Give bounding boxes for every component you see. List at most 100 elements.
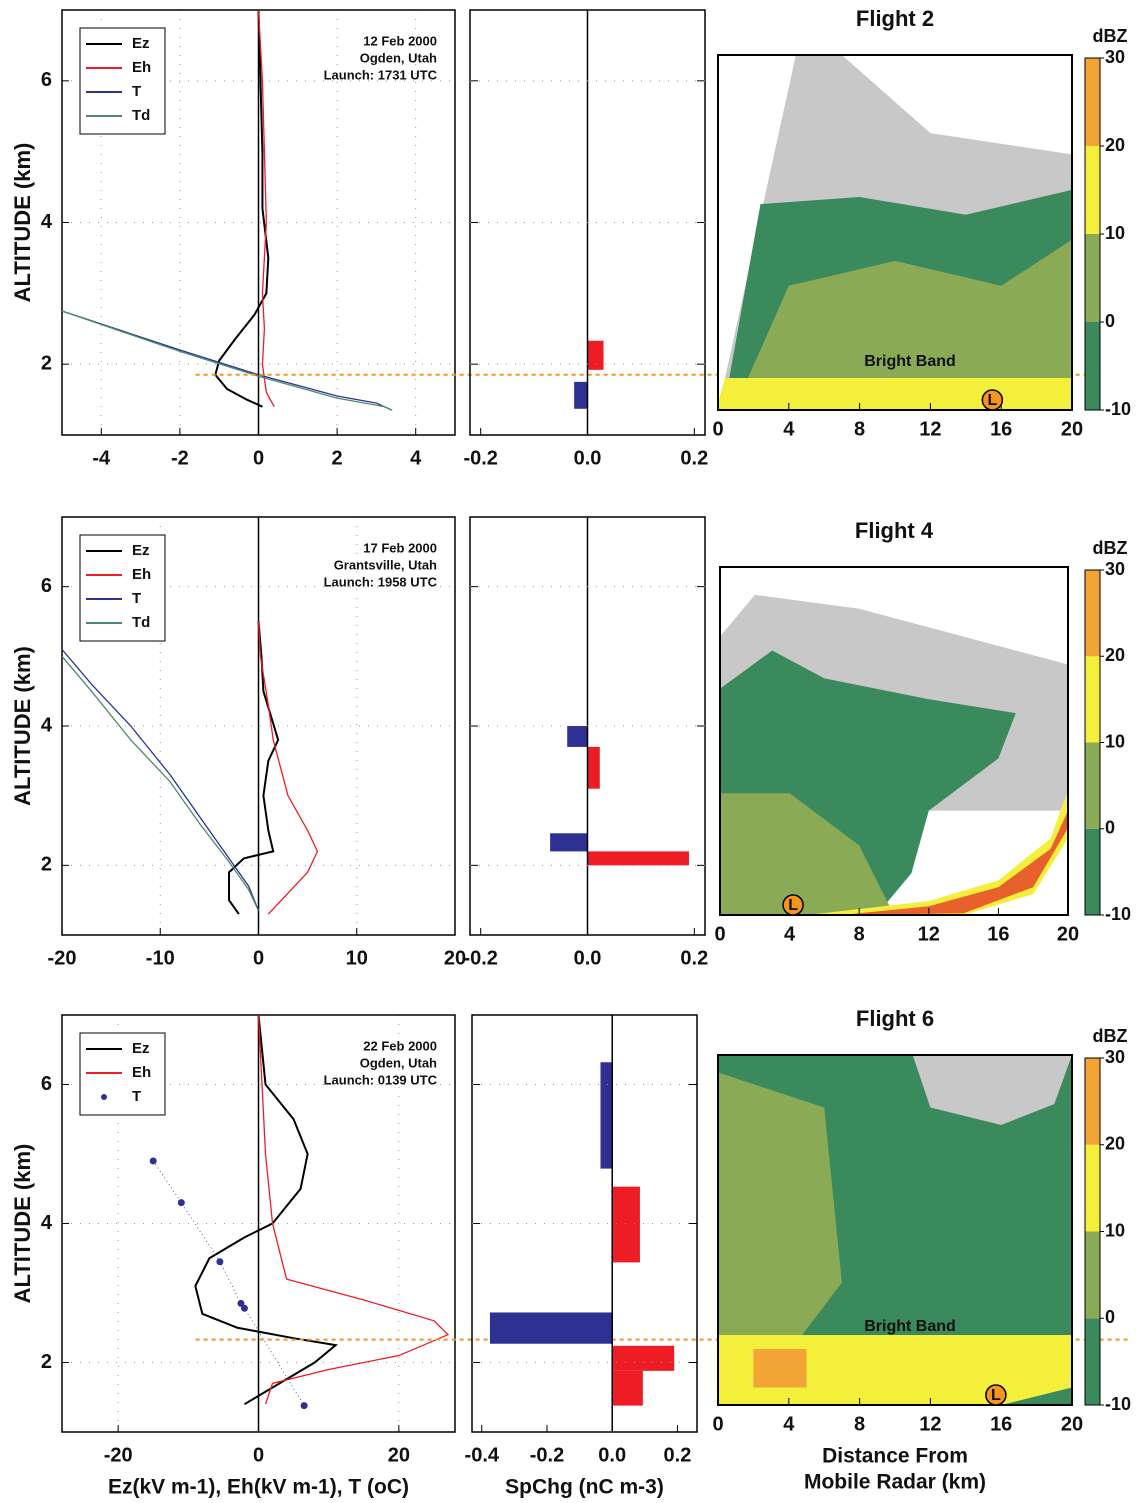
y-axis-label: ALTITUDE (km): [10, 1144, 35, 1304]
x-tick-label: -0.4: [465, 1444, 500, 1466]
echo-region: [718, 1072, 842, 1370]
legend-label: T: [132, 83, 141, 100]
annotation: 12 Feb 2000: [363, 33, 437, 48]
colorbar-tick-label: 10: [1105, 1220, 1125, 1240]
colorbar-band: [1085, 234, 1100, 322]
colorbar-tick-label: 20: [1105, 645, 1125, 665]
colorbar-tick-label: -10: [1105, 1394, 1131, 1414]
annotation: Ogden, Utah: [360, 1055, 437, 1070]
x-axis-label: Mobile Radar (km): [804, 1471, 986, 1494]
series-line: [61, 310, 393, 411]
echo-region: [720, 793, 894, 915]
data-point: [177, 1199, 185, 1207]
colorbar-tick-label: 10: [1105, 223, 1125, 243]
panel-title: Flight 6: [856, 1006, 934, 1031]
series-line: [61, 648, 260, 911]
panel-title: Flight 2: [856, 6, 934, 31]
bar: [567, 726, 588, 747]
series-line: [257, 9, 275, 407]
legend-label: Ez: [132, 542, 150, 559]
plot-frame: [717, 54, 1073, 411]
data-point: [149, 1157, 157, 1165]
legend-label: Ez: [132, 35, 150, 52]
colorbar-band: [1085, 828, 1100, 915]
x-tick-label: 12: [919, 418, 941, 440]
legend-label: Td: [132, 107, 150, 124]
annotation: Launch: 0139 UTC: [324, 1072, 438, 1087]
x-tick-label: 20: [444, 947, 466, 969]
x-tick-label: -20: [104, 1444, 133, 1466]
colorbar-tick-label: 30: [1105, 47, 1125, 67]
x-tick-label: 16: [990, 1413, 1012, 1435]
bar: [600, 1062, 613, 1169]
x-tick-label: 2: [332, 447, 343, 469]
x-axis-label: Ez(kV m-1), Eh(kV m-1), T (oC): [108, 1476, 409, 1498]
x-tick-label: 16: [987, 923, 1009, 945]
annotation: Launch: 1731 UTC: [324, 67, 438, 82]
colorbar-tick-label: 20: [1105, 1134, 1125, 1154]
colorbar-label: dBZ: [1093, 538, 1128, 558]
x-tick-label: 4: [410, 447, 422, 469]
annotation: Bright Band: [864, 353, 956, 370]
series-connector: [152, 1160, 305, 1406]
echo-region: [746, 239, 1072, 393]
colorbar-band: [1085, 570, 1100, 657]
panel-title: Flight 4: [855, 518, 934, 543]
echo-region: [912, 1055, 1072, 1125]
legend-label: Td: [132, 614, 150, 631]
x-tick-label: 4: [783, 418, 795, 440]
colorbar-tick-label: -10: [1105, 399, 1131, 419]
launch-marker: [782, 894, 804, 916]
y-tick-label: 2: [41, 1351, 52, 1373]
x-tick-label: 0.0: [574, 447, 602, 469]
x-tick-label: 0: [253, 447, 264, 469]
x-tick-label: 20: [1057, 923, 1079, 945]
y-tick-label: 6: [41, 69, 52, 91]
colorbar-band: [1085, 1144, 1100, 1232]
bar: [550, 833, 588, 852]
y-tick-label: 2: [41, 352, 52, 374]
y-tick-label: 6: [41, 1073, 52, 1095]
annotation: 22 Feb 2000: [363, 1038, 437, 1053]
colorbar-band: [1085, 1058, 1100, 1145]
y-axis-label: ALTITUDE (km): [10, 646, 35, 806]
data-point: [240, 1304, 248, 1312]
colorbar-band: [1085, 146, 1100, 234]
x-tick-label: 20: [1061, 418, 1083, 440]
x-tick-label: -0.2: [530, 1444, 564, 1466]
legend-label: T: [132, 1088, 141, 1105]
colorbar-band: [1085, 58, 1100, 146]
plot-frame: [717, 1054, 1073, 1406]
colorbar-band: [1085, 656, 1100, 743]
bar: [587, 340, 604, 370]
data-point: [237, 1299, 245, 1307]
data-point: [216, 1258, 224, 1266]
colorbar-tick-label: 30: [1105, 559, 1125, 579]
x-tick-label: 0: [712, 1413, 723, 1435]
series-line: [257, 621, 319, 915]
series-line: [214, 9, 270, 408]
series-line: [61, 310, 393, 411]
annotation: Grantsville, Utah: [334, 557, 437, 572]
bar: [587, 746, 600, 789]
legend-label: T: [132, 590, 141, 607]
colorbar-tick-label: 10: [1105, 731, 1125, 751]
annotation: 17 Feb 2000: [363, 540, 437, 555]
y-tick-label: 6: [41, 575, 52, 597]
colorbar-label: dBZ: [1093, 1026, 1128, 1046]
series-line: [228, 621, 280, 915]
x-tick-label: 0.2: [664, 1444, 692, 1466]
colorbar-tick-label: 20: [1105, 135, 1125, 155]
colorbar-tick-label: 0: [1105, 311, 1115, 331]
x-tick-label: 20: [388, 1444, 410, 1466]
colorbar-band: [1085, 1318, 1100, 1405]
x-tick-label: -20: [48, 947, 77, 969]
x-tick-label: 0.2: [680, 447, 708, 469]
x-tick-label: 0.0: [598, 1444, 626, 1466]
x-tick-label: 10: [346, 947, 368, 969]
annotation: Ogden, Utah: [360, 50, 437, 65]
y-tick-label: 2: [41, 854, 52, 876]
x-tick-label: -0.2: [463, 947, 497, 969]
bar: [612, 1345, 675, 1371]
